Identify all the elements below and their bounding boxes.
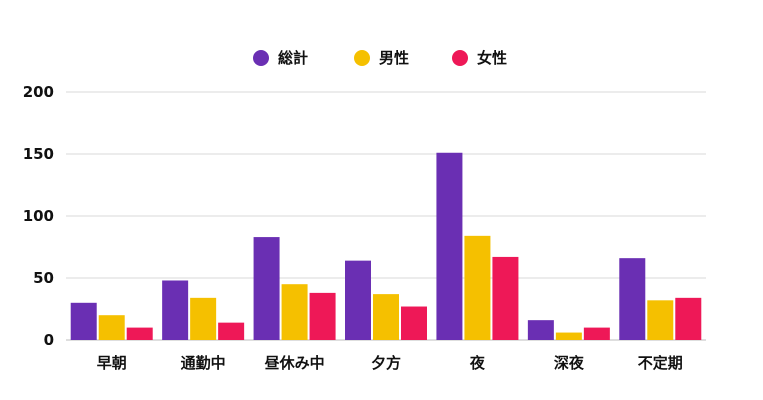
- x-tick-label: 深夜: [554, 354, 585, 372]
- legend-swatch: [452, 50, 468, 66]
- legend-label: 男性: [379, 49, 409, 67]
- bar: [492, 256, 519, 340]
- legend-label: 総計: [278, 49, 308, 67]
- bar: [555, 332, 582, 340]
- y-tick-label: 100: [23, 207, 54, 225]
- x-tick-label: 不定期: [638, 354, 683, 372]
- bar: [401, 306, 427, 340]
- bar: [126, 327, 153, 340]
- bar: [464, 235, 491, 340]
- bar: [70, 302, 97, 340]
- legend-swatch: [354, 50, 370, 66]
- x-tick-label: 夕方: [371, 354, 401, 372]
- bar: [583, 327, 610, 340]
- bar: [309, 292, 336, 340]
- bar: [527, 320, 554, 340]
- y-axis: 0 50 100 150 200: [23, 83, 54, 349]
- bar: [373, 294, 399, 340]
- bar: [619, 258, 646, 340]
- y-tick-label: 200: [23, 83, 54, 101]
- y-tick-label: 150: [23, 145, 54, 163]
- bar: [218, 322, 245, 340]
- bar: [436, 152, 463, 340]
- bars: [70, 152, 702, 340]
- x-tick-label: 通勤中: [181, 354, 226, 372]
- legend-label: 女性: [477, 49, 507, 67]
- bar: [98, 315, 125, 340]
- y-tick-label: 0: [44, 331, 54, 349]
- legend-swatch: [253, 50, 269, 66]
- x-tick-label: 夜: [469, 354, 486, 372]
- bar: [190, 297, 217, 340]
- y-tick-label: 50: [33, 269, 54, 287]
- bar: [345, 260, 371, 340]
- legend: 総計 男性 女性: [253, 49, 507, 67]
- bar: [253, 237, 280, 340]
- x-axis: 早朝 通勤中 昼休み中 夕方 夜 深夜 不定期: [97, 354, 683, 372]
- bar: [162, 280, 189, 340]
- x-tick-label: 昼休み中: [265, 354, 325, 372]
- x-tick-label: 早朝: [97, 354, 127, 372]
- bar: [281, 284, 308, 340]
- bar: [675, 297, 702, 340]
- bar: [647, 300, 674, 340]
